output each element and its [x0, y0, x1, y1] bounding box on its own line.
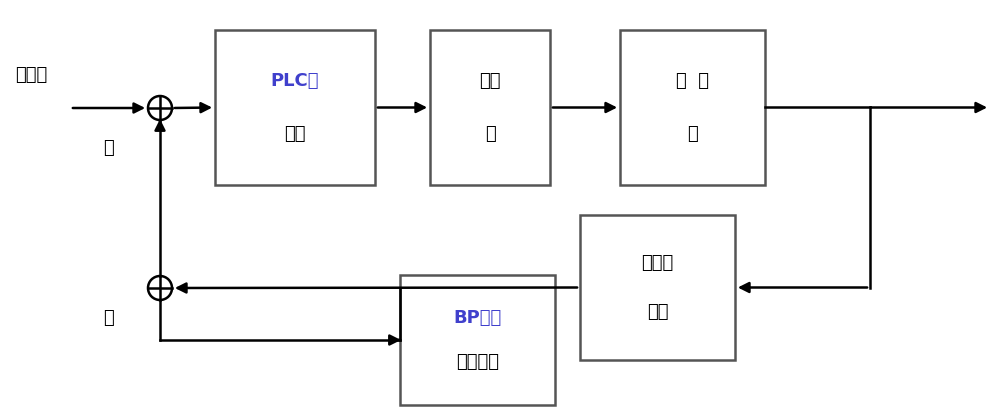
Bar	[580, 215, 735, 360]
Text: 网络模块: 网络模块	[456, 353, 499, 371]
Text: BP神经: BP神经	[453, 309, 502, 327]
Text: 制器: 制器	[284, 125, 306, 143]
Bar	[400, 275, 555, 405]
Text: －: －	[103, 139, 113, 157]
Text: 器: 器	[687, 125, 698, 143]
Bar	[430, 30, 550, 185]
Bar	[215, 30, 375, 185]
Text: 取  样: 取 样	[676, 72, 709, 90]
Text: －: －	[103, 309, 113, 327]
Text: PLC控: PLC控	[271, 72, 319, 90]
Text: 设定值: 设定值	[15, 66, 47, 84]
Text: 压力传: 压力传	[641, 254, 674, 272]
Text: 执行: 执行	[479, 72, 501, 90]
Bar	[620, 30, 765, 185]
Text: 感器: 感器	[647, 303, 668, 321]
Text: 器: 器	[485, 125, 495, 143]
